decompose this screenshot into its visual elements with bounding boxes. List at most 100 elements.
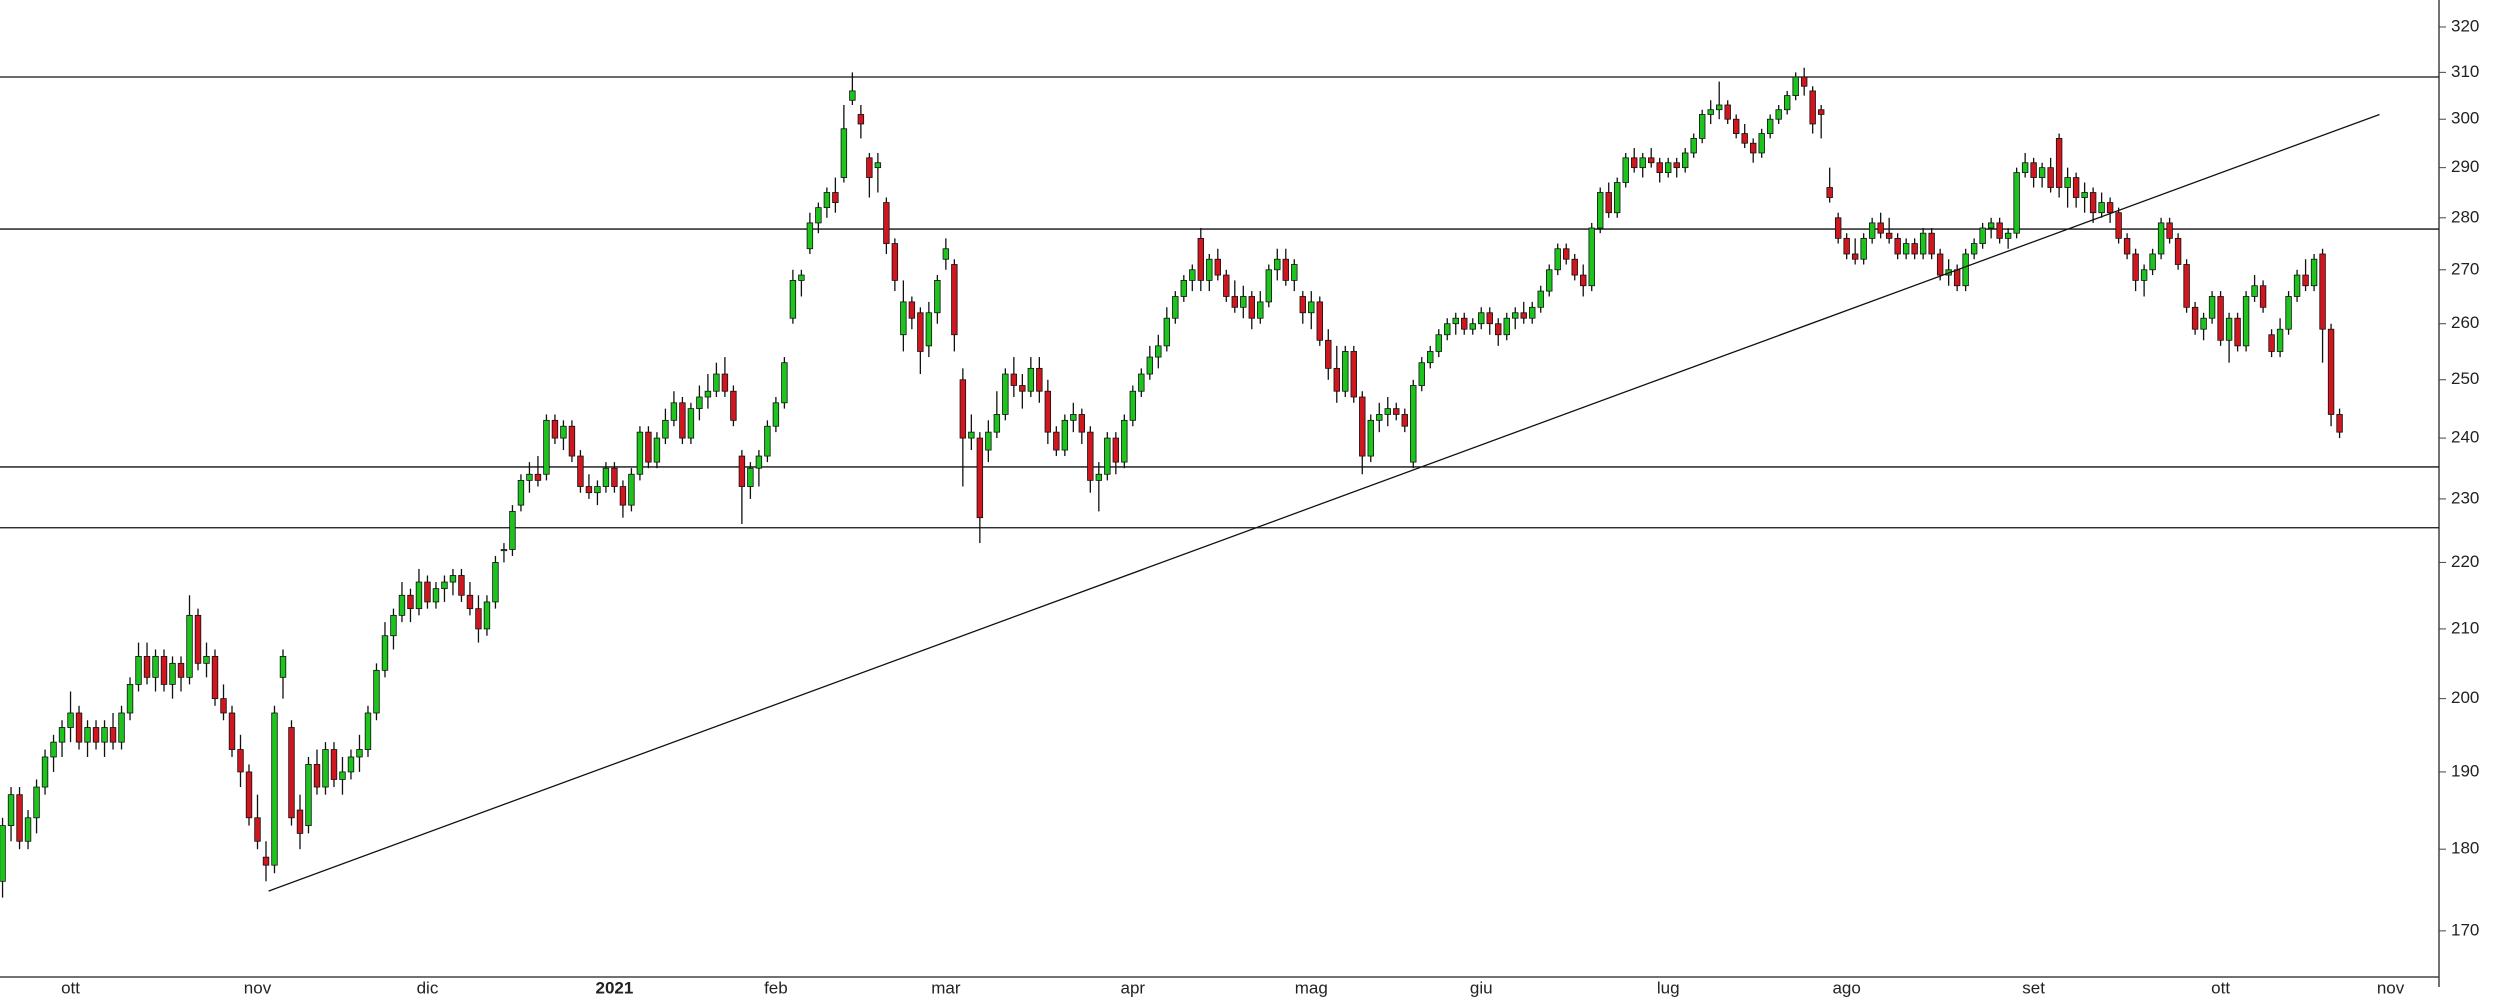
candle-body xyxy=(1138,373,1145,392)
candle-body xyxy=(339,771,346,780)
x-tick-label: nov xyxy=(2377,978,2405,997)
candle-body xyxy=(398,594,406,616)
candle-body xyxy=(1401,414,1408,427)
candle-body xyxy=(1665,162,1672,173)
candle-body xyxy=(1512,312,1519,319)
candle-body xyxy=(1495,323,1502,336)
candle-body xyxy=(2200,317,2207,330)
candle-body xyxy=(1537,290,1544,308)
candle-body xyxy=(900,301,907,336)
candle-body xyxy=(1580,274,1587,287)
y-tick-label: 300 xyxy=(2451,109,2479,128)
candle-body xyxy=(2149,253,2156,271)
candle-body xyxy=(1146,356,1154,375)
candle-body xyxy=(696,396,703,410)
candle-body xyxy=(33,786,40,819)
y-tick-label: 240 xyxy=(2451,428,2479,447)
candle-body xyxy=(2251,285,2258,297)
candle-body xyxy=(1783,95,1791,111)
candle-body xyxy=(1936,253,1944,276)
y-tick-label: 250 xyxy=(2451,369,2479,388)
candle-body xyxy=(755,455,763,469)
candle-body xyxy=(1597,192,1604,229)
candle-body xyxy=(41,756,49,788)
candle-body xyxy=(976,437,984,519)
candle-body xyxy=(1911,243,1918,255)
candle-body xyxy=(1104,437,1111,475)
candle-body xyxy=(543,419,550,475)
candle-body xyxy=(24,817,32,842)
candle-body xyxy=(1248,296,1255,319)
candle-body xyxy=(1197,237,1205,281)
candle-body xyxy=(313,764,321,788)
candle-body xyxy=(1894,237,1901,255)
candle-body xyxy=(2072,177,2080,198)
candle-body xyxy=(1206,258,1213,281)
candle-body xyxy=(577,455,584,487)
candle-body xyxy=(2268,334,2275,352)
candle-body xyxy=(1342,351,1349,392)
candle-body xyxy=(500,549,508,552)
trend-line xyxy=(268,113,2380,892)
candle-body xyxy=(1359,396,1366,457)
y-tick-label: 180 xyxy=(2451,839,2479,858)
candle-body xyxy=(364,712,372,750)
candle-body xyxy=(1461,317,1468,330)
candle-body xyxy=(1588,227,1595,287)
candle-body xyxy=(177,662,185,678)
candle-body xyxy=(2234,317,2241,347)
candle-body xyxy=(2242,296,2250,347)
candle-body xyxy=(1452,317,1459,325)
candle-body xyxy=(1299,296,1306,314)
candle-body xyxy=(1682,152,1689,169)
candle-body xyxy=(1962,253,1969,287)
candle-body xyxy=(1648,157,1655,164)
candle-body xyxy=(2089,192,2097,214)
y-tick-label: 320 xyxy=(2451,16,2479,35)
candle-body xyxy=(2225,317,2233,341)
y-tick-label: 220 xyxy=(2451,552,2479,571)
candle-body xyxy=(1002,373,1009,415)
candle-body xyxy=(628,473,635,506)
candle-body xyxy=(1724,104,1731,120)
candle-body xyxy=(1376,414,1383,421)
y-tick-label: 280 xyxy=(2451,207,2479,226)
candle-body xyxy=(1979,227,1986,244)
candle-body xyxy=(1112,437,1120,463)
candle-body xyxy=(1902,243,1910,255)
x-tick-label: 2021 xyxy=(596,978,634,997)
candle-body xyxy=(1520,312,1527,319)
candle-body xyxy=(1622,157,1629,183)
y-tick-label: 210 xyxy=(2451,618,2479,637)
candle-body xyxy=(1970,243,1978,255)
candle-body xyxy=(1163,317,1171,347)
candle-body xyxy=(509,510,516,550)
candle-body xyxy=(1817,109,1825,115)
candle-body xyxy=(203,655,210,664)
candle-body xyxy=(2004,232,2012,239)
candle-body xyxy=(254,817,261,842)
candle-body xyxy=(1027,367,1035,392)
candle-body xyxy=(2132,253,2139,281)
candle-body xyxy=(1885,232,1893,239)
candle-body xyxy=(1919,232,1927,255)
candle-body xyxy=(2191,306,2199,330)
candle-body xyxy=(2302,274,2309,287)
candle-body xyxy=(1707,109,1714,115)
candle-body xyxy=(2064,177,2071,188)
candle-body xyxy=(407,594,414,610)
candle-body xyxy=(1809,90,1816,125)
candle-body xyxy=(1384,408,1391,415)
candle-body xyxy=(1834,217,1842,239)
candle-body xyxy=(296,809,304,834)
y-tick-label: 170 xyxy=(2451,920,2479,939)
candle-body xyxy=(1291,264,1298,281)
candle-body xyxy=(2174,237,2182,265)
candle-body xyxy=(849,90,856,101)
candle-body xyxy=(160,655,168,685)
candle-body xyxy=(1996,222,2003,239)
candle-body xyxy=(798,274,805,281)
candle-body xyxy=(1333,367,1340,392)
candle-body xyxy=(934,279,941,314)
